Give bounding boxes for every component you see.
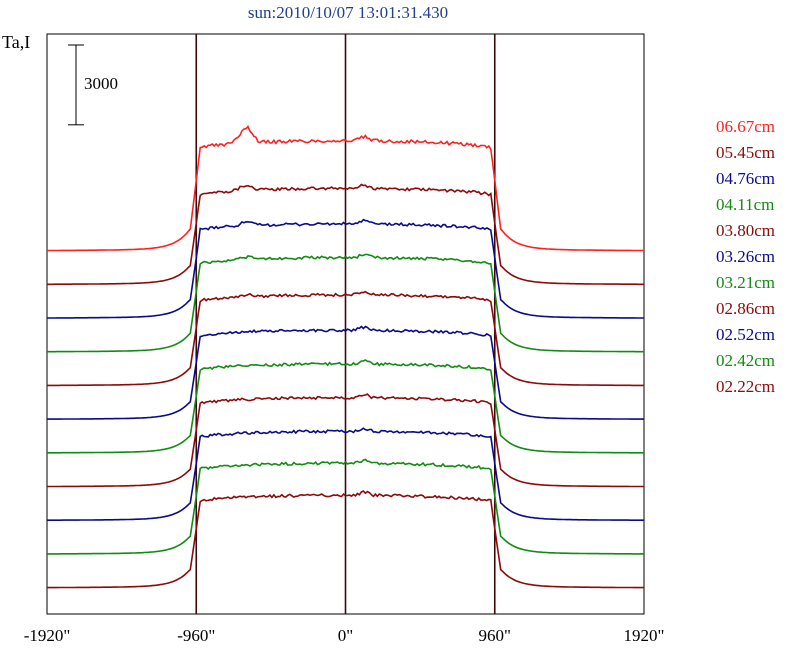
- series-line-03.80cm: [47, 290, 644, 387]
- series-line-03.26cm: [47, 325, 644, 420]
- scale-bar-label: 3000: [84, 74, 118, 93]
- x-tick-label: 0": [337, 626, 354, 645]
- legend-item: 02.22cm: [716, 377, 776, 396]
- legend: 06.67cm 05.45cm 04.76cm 04.11cm 03.80cm 03.26…: [716, 116, 775, 402]
- chart-title: sun:2010/10/07 13:01:31.430: [247, 3, 449, 22]
- scale-bar: [68, 44, 84, 126]
- legend-item: 03.80cm: [716, 221, 776, 240]
- y-axis-label: Ta,I: [2, 32, 31, 52]
- x-tick-label: -1920": [23, 626, 71, 645]
- legend-item: 03.21cm: [716, 273, 776, 292]
- series-line-03.21cm: [47, 359, 644, 454]
- legend-item: 04.11cm: [716, 195, 775, 214]
- x-tick-label: 1920": [623, 626, 665, 645]
- series-line-02.52cm: [47, 427, 644, 522]
- legend-item: 02.52cm: [716, 325, 776, 344]
- legend-item: 02.42cm: [716, 351, 776, 370]
- legend-item: 05.45cm: [716, 143, 776, 162]
- legend-item: 04.76cm: [716, 169, 776, 188]
- series-line-02.86cm: [47, 393, 644, 488]
- legend-item: 03.26cm: [716, 247, 776, 266]
- series-line-06.67cm: [47, 125, 644, 252]
- series-line-05.45cm: [47, 183, 644, 286]
- series-line-04.11cm: [47, 253, 644, 353]
- series-line-02.22cm: [47, 490, 644, 589]
- legend-item: 02.86cm: [716, 299, 776, 318]
- series-line-02.42cm: [47, 458, 644, 555]
- x-tick-label: 960": [478, 626, 511, 645]
- legend-item: 06.67cm: [716, 117, 776, 136]
- series-line-04.76cm: [47, 218, 644, 319]
- x-tick-label: -960": [177, 626, 216, 645]
